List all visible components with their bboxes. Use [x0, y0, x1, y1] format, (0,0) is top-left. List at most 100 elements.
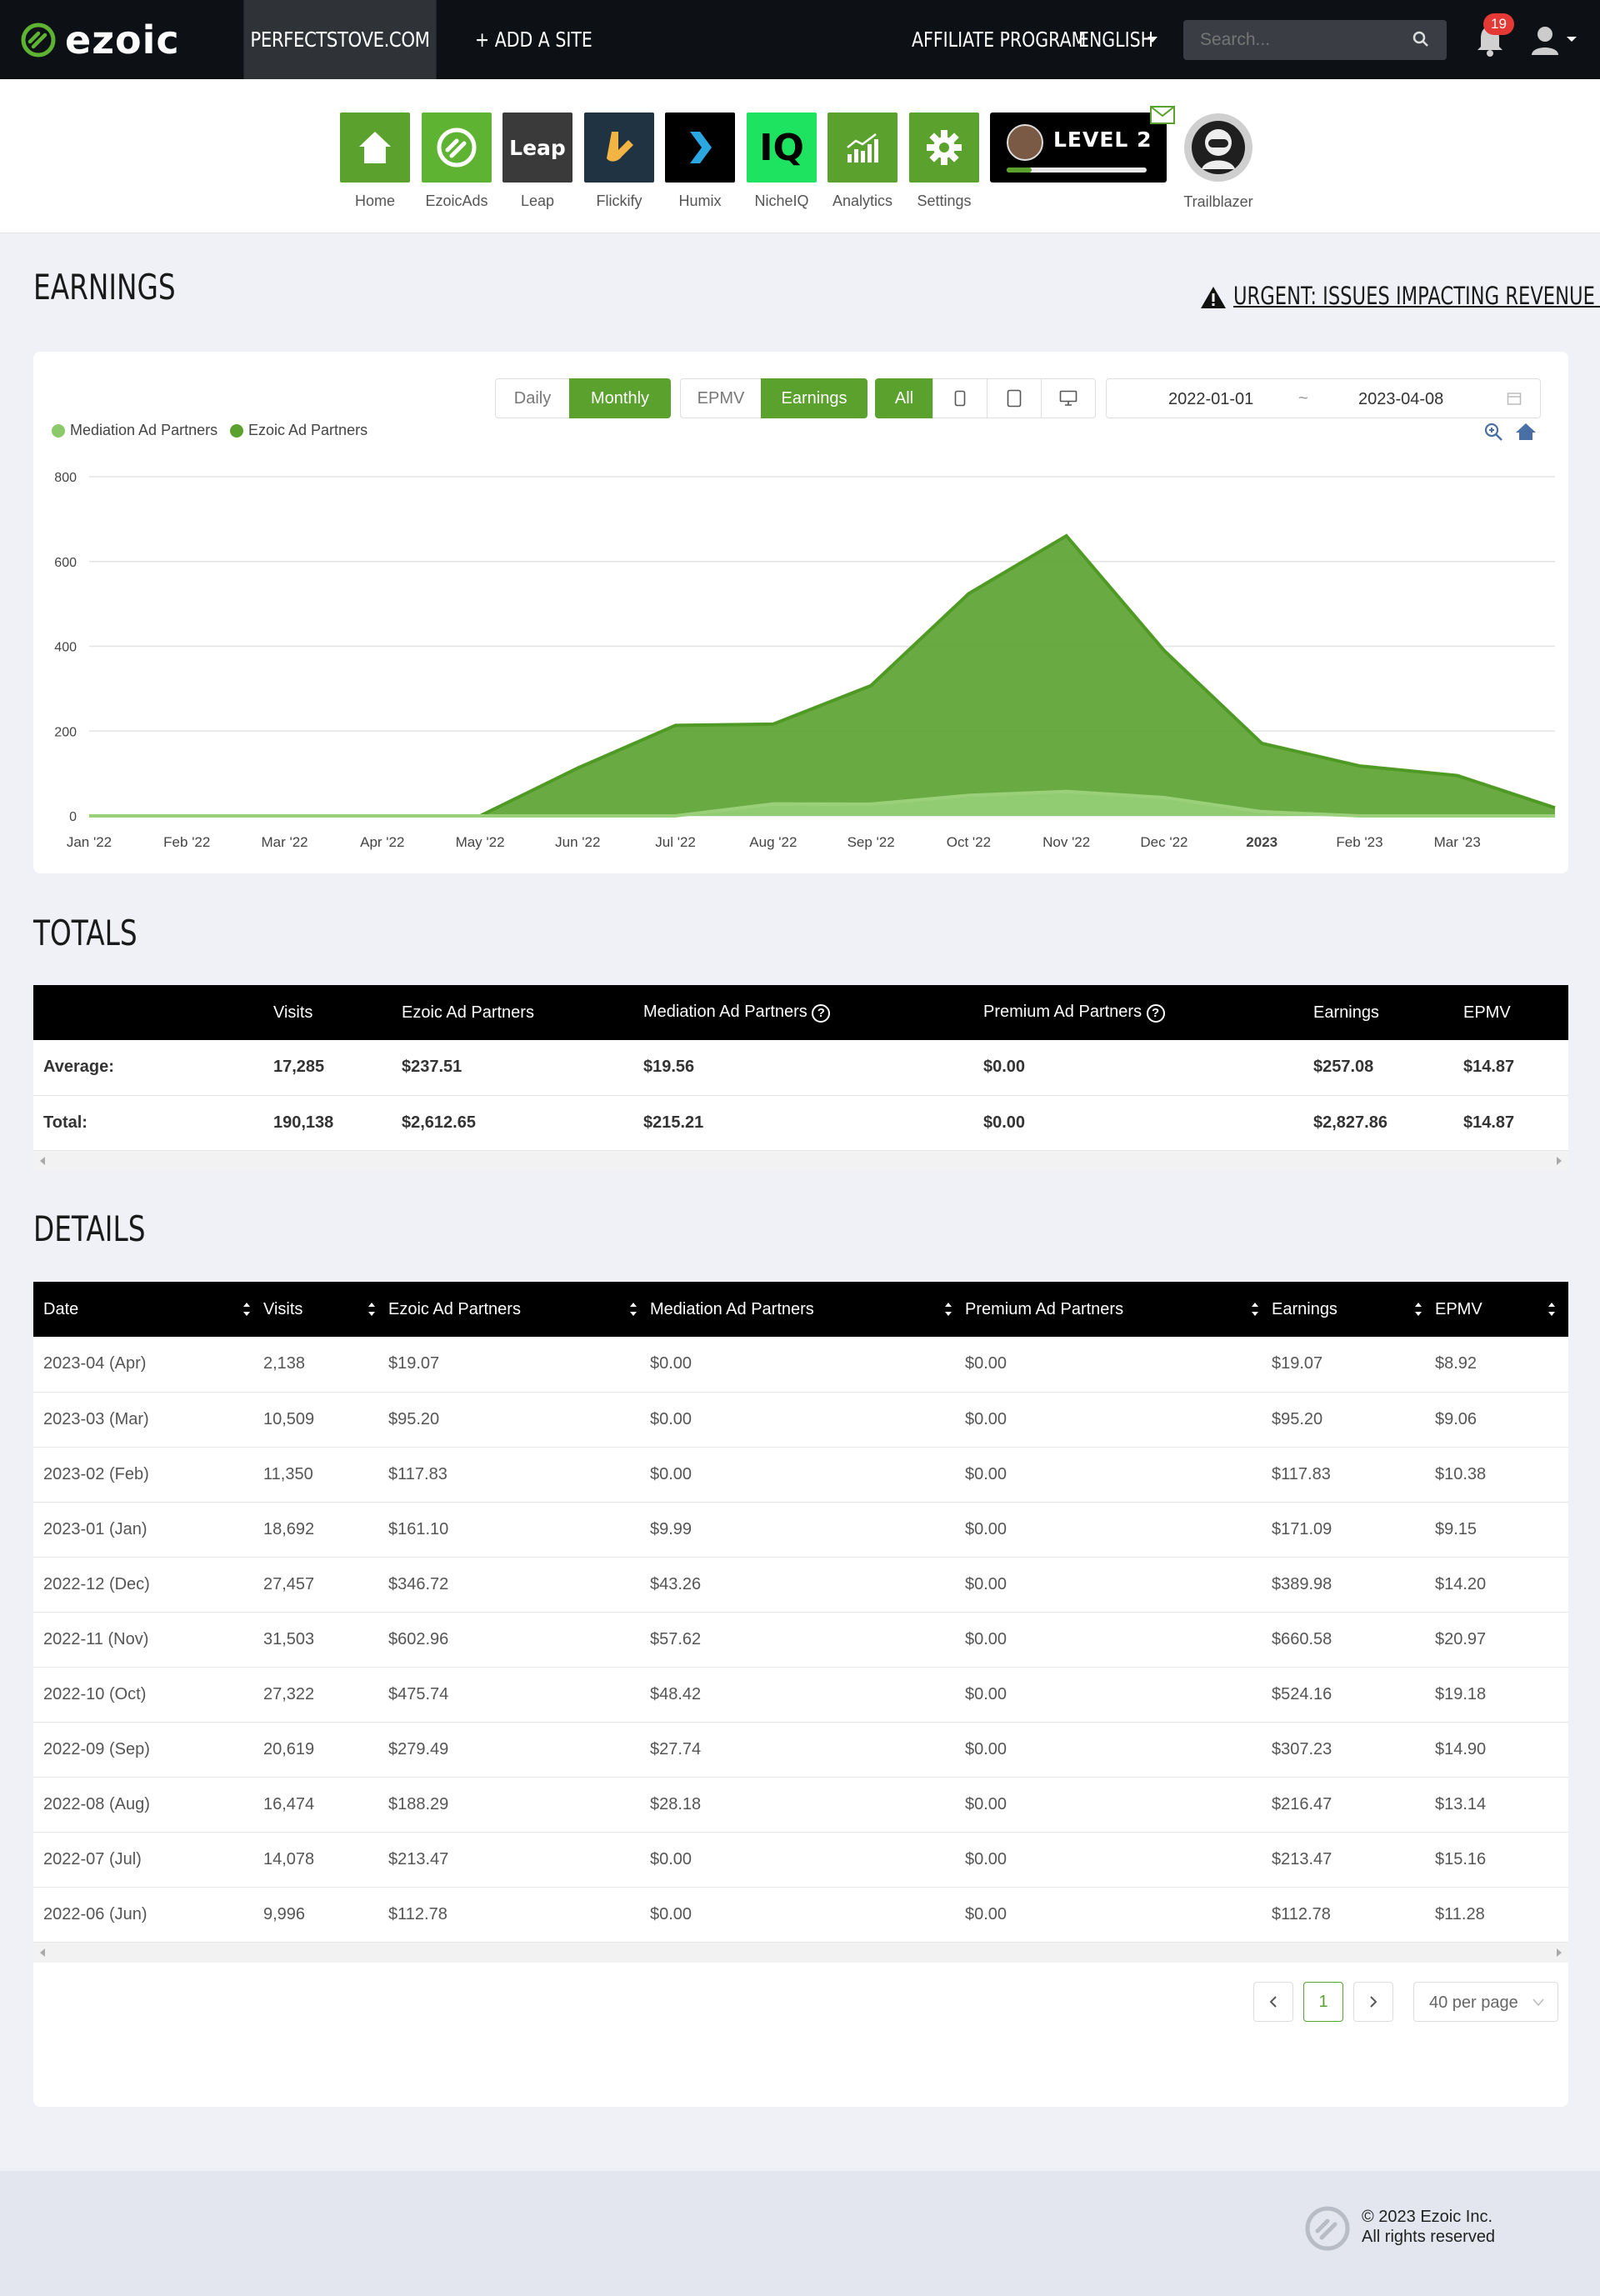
prev-page-button[interactable] [1253, 1982, 1293, 2022]
series-area-ezoic-ad-partners [89, 535, 1555, 816]
details-cell: $0.00 [965, 1739, 1008, 1758]
per-page-select[interactable]: 40 per page [1413, 1982, 1558, 2022]
sort-icon[interactable] [628, 1299, 638, 1319]
details-header-4[interactable]: Premium Ad Partners [965, 1282, 1272, 1337]
app-home[interactable]: Home [340, 113, 410, 210]
details-cell: 2022-12 (Dec) [43, 1574, 150, 1593]
level-progress-tile[interactable]: LEVEL 2 [990, 106, 1175, 183]
app-settings[interactable]: Settings [909, 113, 979, 210]
details-horizontal-scrollbar[interactable] [33, 1942, 1568, 1963]
details-cell: 2022-07 (Jul) [43, 1849, 142, 1868]
date-range-picker[interactable]: 2022-01-01 ~ 2023-04-08 [1106, 378, 1541, 418]
app-label: Home [354, 193, 395, 209]
details-header-row: Date Visits Ezoic Ad Partners Mediation Ad … [33, 1282, 1568, 1337]
page-1-button[interactable]: 1 [1303, 1982, 1343, 2022]
app-launcher-bar: Home EzoicAds Leap Leap Flickify Humix I… [0, 79, 1600, 233]
user-menu[interactable] [1530, 25, 1580, 59]
sort-icon[interactable] [1547, 1299, 1557, 1319]
scroll-left-arrow[interactable] [40, 1948, 45, 1957]
chevron-right-icon [1370, 1996, 1378, 2008]
details-cell: 20,619 [263, 1739, 315, 1758]
reset-zoom-home-icon[interactable] [1515, 422, 1537, 442]
device-mobile-toggle[interactable] [932, 378, 988, 418]
details-header-1[interactable]: Visits [263, 1282, 388, 1337]
epmv-toggle[interactable]: EPMV [680, 378, 762, 418]
table-row: 2022-08 (Aug) 16,474 $188.29 $28.18 $0.00 $21… [33, 1777, 1568, 1832]
series-area-mediation-ad-partners [89, 791, 1555, 816]
scroll-left-arrow[interactable] [40, 1156, 45, 1165]
details-cell: $0.00 [965, 1904, 1008, 1923]
sort-icon[interactable] [1413, 1299, 1423, 1319]
daily-toggle[interactable]: Daily [495, 378, 570, 418]
details-header-6[interactable]: EPMV [1435, 1282, 1568, 1337]
search-icon[interactable] [1412, 30, 1430, 48]
mobile-icon [954, 390, 966, 407]
urgent-issues-link[interactable]: URGENT: ISSUES IMPACTING REVENUE (2) [1233, 282, 1600, 310]
app-label: NicheIQ [754, 193, 809, 209]
level-label: LEVEL 2 [1053, 128, 1152, 152]
trailblazer-badge[interactable]: Trailblazer [1182, 113, 1255, 211]
start-date[interactable]: 2022-01-01 [1168, 390, 1254, 408]
app-humix[interactable]: Humix [665, 113, 735, 210]
details-cell: $117.83 [1272, 1464, 1331, 1483]
details-header-2[interactable]: Ezoic Ad Partners [388, 1282, 650, 1337]
details-cell: $19.07 [1272, 1354, 1323, 1373]
details-cell: $0.00 [965, 1519, 1008, 1538]
scroll-right-arrow[interactable] [1557, 1948, 1562, 1957]
totals-cell: $2,612.65 [402, 1113, 476, 1132]
details-cell: $57.62 [650, 1629, 702, 1648]
device-tablet-toggle[interactable] [987, 378, 1042, 418]
details-cell: 2022-10 (Oct) [43, 1684, 147, 1703]
site-selector[interactable]: PERFECTSTOVE.COM [243, 0, 437, 79]
help-icon[interactable]: ? [1146, 1004, 1165, 1023]
details-header-label: Earnings [1272, 1299, 1338, 1318]
affiliate-label: AFFILIATE PROGRAM [912, 28, 1087, 52]
details-cell: $602.96 [388, 1629, 449, 1648]
app-label: Humix [678, 193, 722, 209]
totals-table-wrapper: Visits Ezoic Ad Partners Mediation Ad Pa… [33, 985, 1568, 1171]
legend-ezoic[interactable]: Ezoic Ad Partners [230, 422, 368, 439]
ezoic-logo[interactable]: ezoic [20, 17, 180, 63]
details-cell: $346.72 [388, 1574, 449, 1593]
language-dropdown[interactable]: ENGLISH [1078, 28, 1170, 52]
scroll-right-arrow[interactable] [1557, 1156, 1562, 1165]
details-header-3[interactable]: Mediation Ad Partners [650, 1282, 965, 1337]
help-icon[interactable]: ? [812, 1004, 831, 1023]
app-nicheiq[interactable]: IQ NicheIQ [747, 113, 817, 210]
device-desktop-toggle[interactable] [1041, 378, 1096, 418]
legend-mediation[interactable]: Mediation Ad Partners [52, 422, 218, 439]
top-navbar: ezoic PERFECTSTOVE.COM + ADD A SITE AFFI… [0, 0, 1600, 79]
sort-icon[interactable] [242, 1299, 252, 1319]
add-site-link[interactable]: + ADD A SITE [475, 28, 618, 52]
zoom-icon[interactable] [1483, 422, 1503, 442]
rights-text: All rights reserved [1362, 2228, 1496, 2246]
details-header-label: Mediation Ad Partners [650, 1299, 814, 1318]
x-tick-label: Mar '22 [261, 834, 308, 850]
details-cell: $0.00 [650, 1464, 692, 1483]
details-header-0[interactable]: Date [33, 1282, 263, 1337]
app-analytics[interactable]: Analytics [828, 113, 898, 210]
next-page-button[interactable] [1353, 1982, 1393, 2022]
nicheiq-tile: IQ [747, 113, 817, 183]
sort-icon[interactable] [943, 1299, 953, 1319]
sort-icon[interactable] [1250, 1299, 1260, 1319]
app-leap[interactable]: Leap Leap [502, 113, 572, 210]
details-header-5[interactable]: Earnings [1272, 1282, 1435, 1337]
app-flickify[interactable]: Flickify [584, 113, 654, 210]
end-date[interactable]: 2023-04-08 [1358, 390, 1444, 408]
affiliate-program-link[interactable]: AFFILIATE PROGRAM [912, 28, 1124, 52]
app-ezoicads[interactable]: EzoicAds [422, 113, 492, 210]
monthly-toggle[interactable]: Monthly [569, 378, 671, 418]
totals-cell: $257.08 [1313, 1058, 1374, 1077]
earnings-area-chart: 0 200 400 600 800 Jan '22 Feb '22 Mar '22 Apr '2… [54, 471, 1556, 850]
sort-icon[interactable] [367, 1299, 377, 1319]
search-input[interactable] [1183, 20, 1447, 60]
mail-icon[interactable] [1150, 106, 1175, 124]
ezoicads-icon [437, 128, 477, 168]
earnings-toggle[interactable]: Earnings [761, 378, 868, 418]
ezoic-footer-logo-icon [1305, 2206, 1350, 2251]
x-tick-label: May '22 [456, 834, 505, 850]
device-all-toggle[interactable]: All [875, 378, 933, 418]
details-cell: $10.38 [1435, 1464, 1487, 1483]
totals-horizontal-scrollbar[interactable] [33, 1150, 1568, 1171]
